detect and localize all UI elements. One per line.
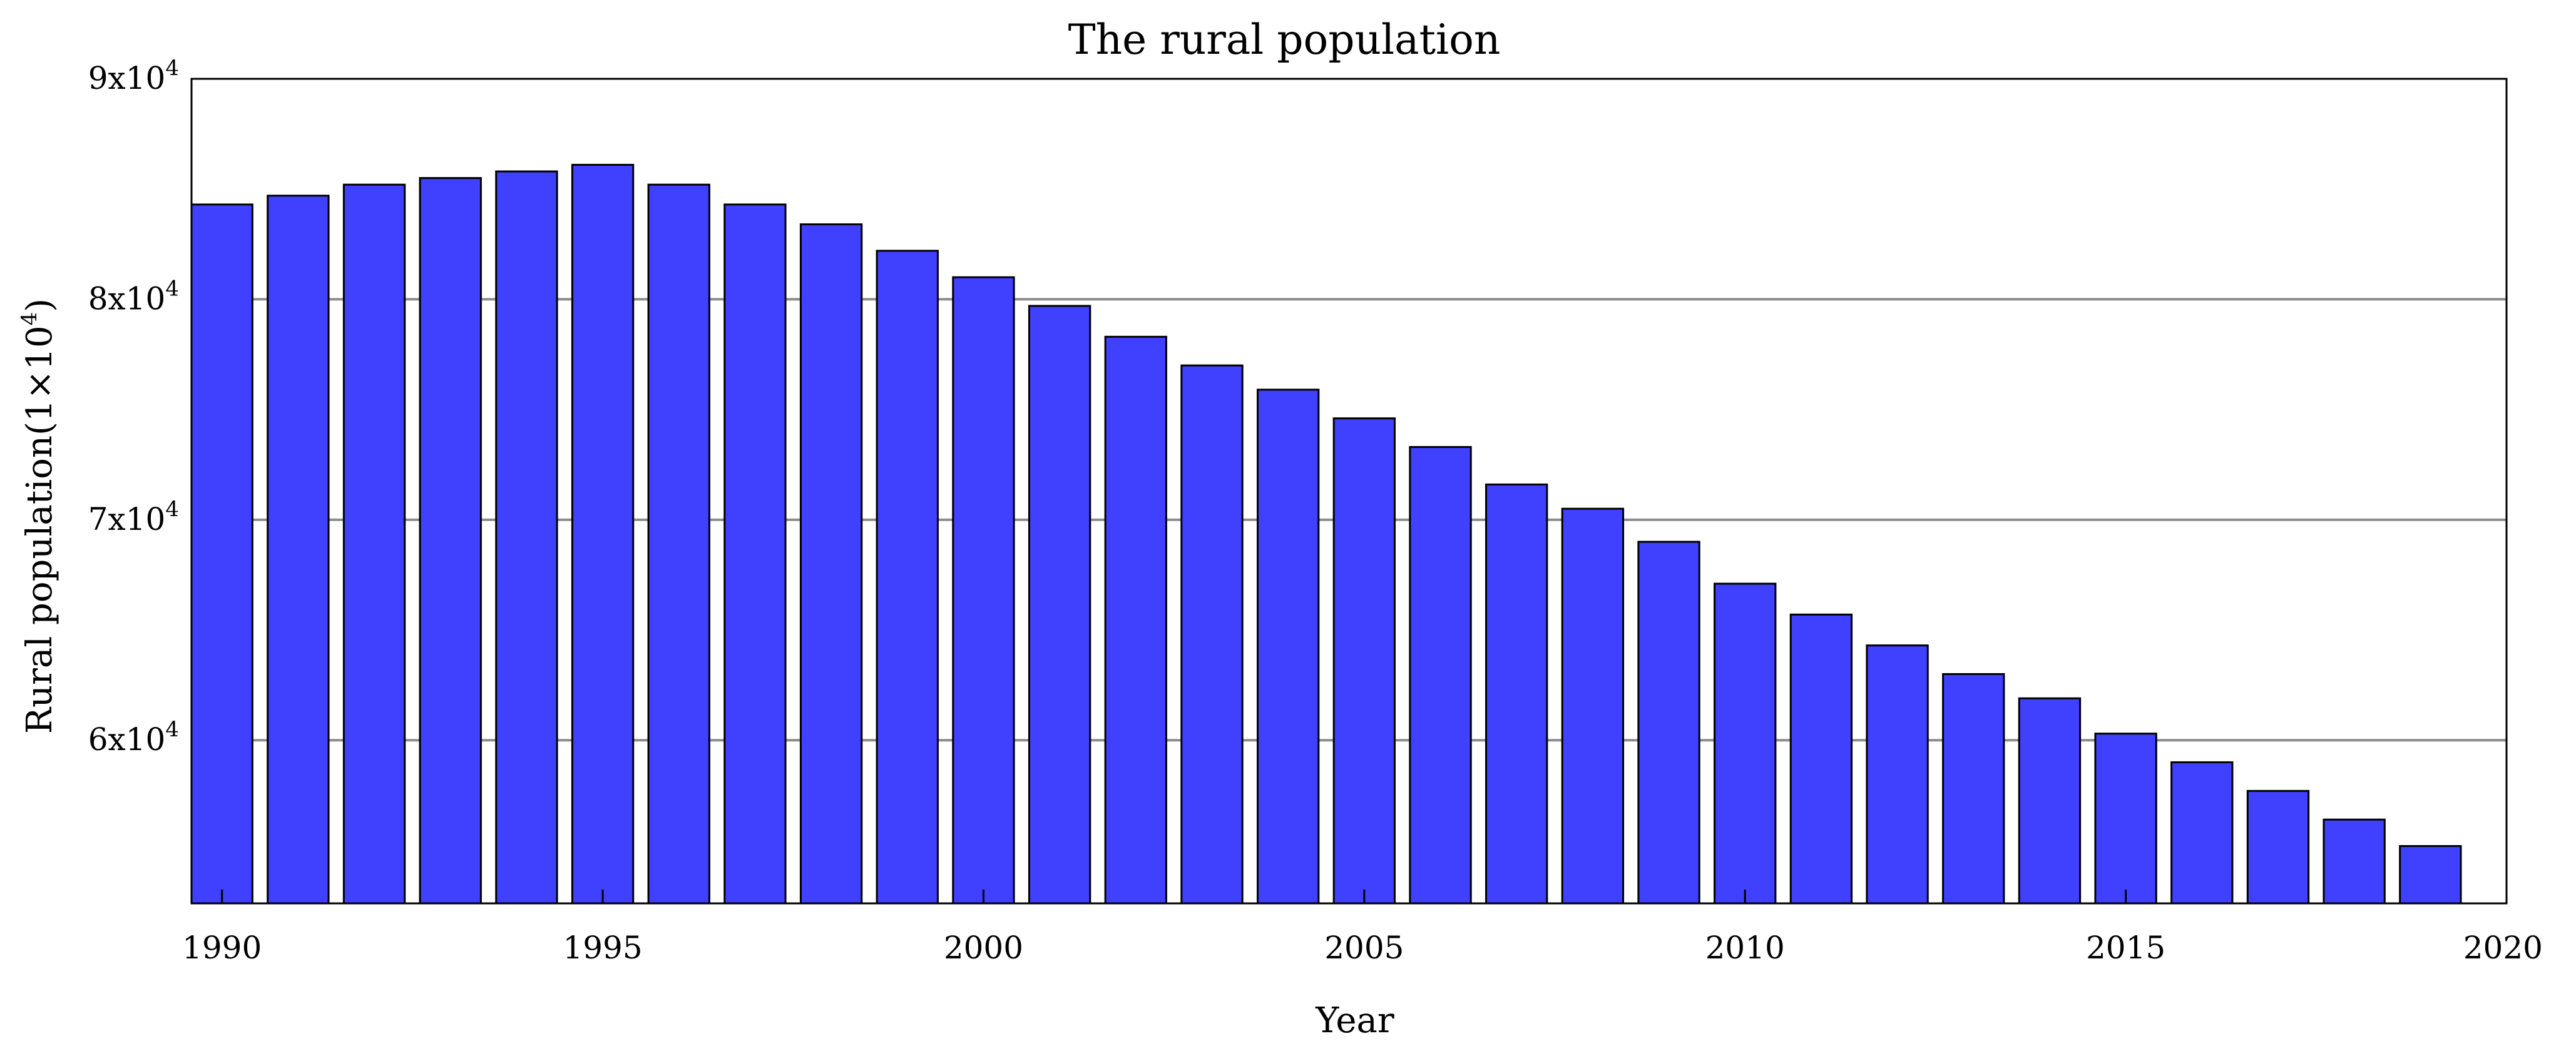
bar-1990 [190,203,253,905]
y-tick-label-exponent: 4 [165,276,179,301]
y-tick-label-base: 6x10 [88,721,166,758]
bar-1991 [267,195,330,905]
bar-2009 [1637,541,1700,905]
bar-2017 [2246,790,2310,905]
x-tick-label-2000: 2000 [944,930,1023,966]
bar-2012 [1866,644,1929,905]
bar-1992 [342,183,406,905]
bar-2003 [1180,364,1244,905]
y-tick-label-base: 7x10 [88,501,166,537]
x-tick-label-2010: 2010 [1705,930,1785,966]
bar-1993 [419,177,482,905]
x-tick-label-1990: 1990 [182,930,262,966]
bar-2019 [2399,845,2462,905]
y-tick-label-exponent: 4 [165,497,179,522]
bar-2013 [1942,673,2005,905]
x-tick-label-2005: 2005 [1324,930,1404,966]
bar-2015 [2094,733,2157,905]
x-axis-ticks [221,890,2508,903]
chart-title: The rural population [1068,16,1501,64]
bar-1996 [647,183,710,905]
bar-2008 [1561,507,1625,905]
bar-2007 [1485,483,1548,905]
y-axis-label-exponent: 4 [17,312,42,326]
y-tick-label-90000: 9x104 [88,56,179,96]
bar-2011 [1789,613,1853,905]
bar-1994 [495,170,558,905]
y-tick-label-exponent: 4 [165,717,179,742]
y-tick-label-70000: 7x104 [88,497,179,537]
x-tick-label-1995: 1995 [563,930,642,966]
bar-2006 [1409,446,1472,905]
x-tick-label-2020: 2020 [2463,930,2543,966]
bar-1997 [723,203,787,905]
y-axis-label-close: ) [19,298,60,312]
svg-text:Rural population(1×104): Rural population(1×104) [17,298,60,734]
bar-1998 [799,223,863,905]
y-axis-label-main: Rural population(1×10 [19,325,60,734]
y-tick-label-base: 9x10 [88,60,166,96]
bar-2018 [2323,818,2386,905]
bar-2016 [2170,761,2234,905]
bar-2000 [952,276,1015,905]
bar-2004 [1256,388,1320,905]
bar-2002 [1104,335,1167,905]
bar-1995 [571,163,635,905]
bars [190,163,2462,905]
bar-1999 [876,250,939,905]
y-axis-label: Rural population(1×104) [17,298,60,734]
bar-2005 [1332,417,1396,905]
plot-frame [190,78,2508,905]
bar-2014 [2018,697,2082,905]
bar-2010 [1714,582,1777,905]
x-axis-label: Year [1315,1000,1394,1041]
x-tick-label-2015: 2015 [2086,930,2165,966]
y-tick-label-exponent: 4 [165,56,179,81]
y-tick-label-80000: 8x104 [88,276,179,317]
y-tick-label-base: 8x10 [88,280,166,317]
bar-2001 [1028,305,1091,905]
x-tick-labels: 1990 1995 2000 2005 2010 2015 2020 [182,930,2543,966]
y-tick-label-60000: 6x104 [88,717,179,758]
